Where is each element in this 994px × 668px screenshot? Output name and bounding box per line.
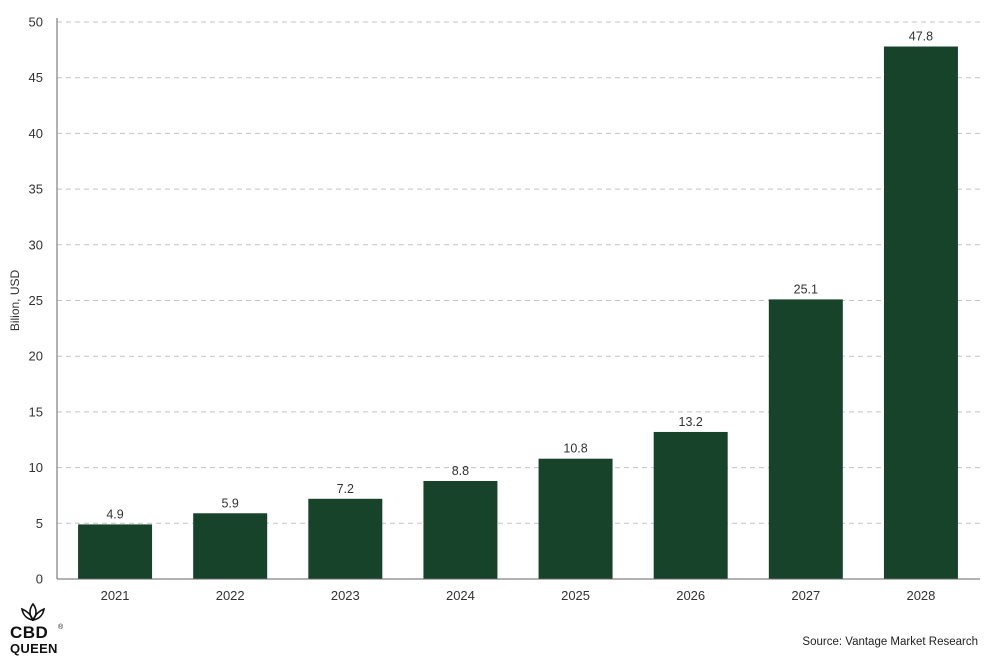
y-tick-label: 0 (36, 572, 43, 587)
x-tick-label: 2028 (906, 588, 935, 603)
bar (193, 513, 268, 579)
y-tick-label: 35 (29, 182, 43, 197)
logo-text-cbd: CBD (10, 623, 49, 642)
y-tick-label: 20 (29, 349, 43, 364)
x-axis-ticks: 2021 2022 2023 2024 2025 2026 2027 2028 (101, 588, 936, 603)
source-note: Source: Vantage Market Research (802, 636, 978, 648)
y-axis-title: Bilion, USD (8, 269, 22, 331)
bar (423, 480, 498, 579)
x-tick-label: 2021 (101, 588, 130, 603)
y-tick-label: 15 (29, 404, 43, 419)
data-label: 25.1 (794, 282, 818, 296)
data-label: 10.8 (563, 442, 587, 456)
x-tick-label: 2022 (216, 588, 245, 603)
x-tick-label: 2025 (561, 588, 590, 603)
y-axis-ticks: 0 5 10 15 20 25 30 35 40 45 50 (29, 15, 43, 587)
x-tick-label: 2024 (446, 588, 475, 603)
lotus-leaf-icon (20, 602, 46, 622)
bar (78, 524, 153, 579)
y-tick-label: 5 (36, 516, 43, 531)
y-tick-label: 25 (29, 293, 43, 308)
data-label: 8.8 (452, 464, 469, 478)
bar (653, 431, 728, 579)
data-label: 13.2 (679, 415, 703, 429)
bar (768, 299, 843, 579)
logo-registered-mark: ® (58, 624, 64, 631)
y-tick-label: 50 (29, 15, 43, 30)
data-label: 4.9 (106, 507, 123, 521)
bar (308, 498, 383, 579)
logo-text-queen: QUEEN (10, 641, 58, 656)
bar (538, 458, 613, 579)
y-tick-label: 30 (29, 237, 43, 252)
data-label: 7.2 (337, 482, 354, 496)
y-tick-label: 45 (29, 70, 43, 85)
x-tick-label: 2027 (791, 588, 820, 603)
bar (883, 46, 958, 580)
gridlines (57, 21, 980, 524)
x-tick-label: 2023 (331, 588, 360, 603)
bars (78, 46, 958, 580)
data-label: 5.9 (221, 496, 238, 510)
y-tick-label: 10 (29, 460, 43, 475)
cbd-queen-logo: CBD ® QUEEN (8, 602, 68, 664)
y-tick-label: 40 (29, 126, 43, 141)
data-labels: 4.9 5.9 7.2 8.8 10.8 13.2 25.1 47.8 (106, 30, 933, 522)
data-label: 47.8 (909, 30, 933, 44)
x-tick-label: 2026 (676, 588, 705, 603)
